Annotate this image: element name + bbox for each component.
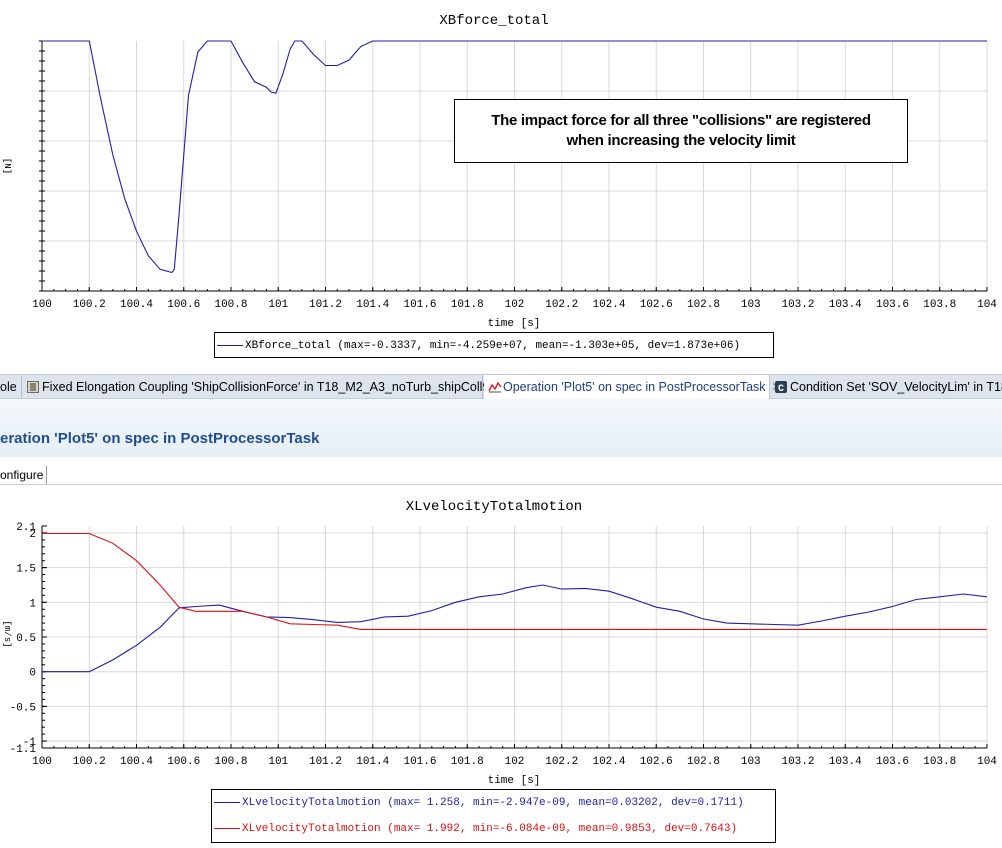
x-tick-label: 101.6 bbox=[403, 756, 436, 768]
chart-title: XLvelocityTotalmotion bbox=[406, 499, 582, 515]
y-tick-label: 0.5 bbox=[16, 633, 36, 645]
coupling-icon bbox=[27, 377, 39, 393]
series-line bbox=[42, 40, 987, 274]
tab-operation-plot5[interactable]: Operation 'Plot5' on spec in PostProcess… bbox=[484, 375, 782, 399]
x-tick-label: 101.8 bbox=[451, 299, 484, 311]
tab-label: Operation 'Plot5' on spec in PostProcess… bbox=[503, 380, 766, 394]
legend-entry: XLvelocityTotalmotion (max= 1.992, min=-… bbox=[212, 816, 775, 842]
editor-tab-strip: ole Fixed Elongation Coupling 'ShipColli… bbox=[0, 374, 1002, 399]
y-tick-label: 0 bbox=[29, 668, 36, 680]
x-tick-label: 101.8 bbox=[451, 756, 484, 768]
x-tick-label: 103.4 bbox=[829, 299, 862, 311]
x-tick-label: 101.6 bbox=[403, 299, 436, 311]
series-group bbox=[42, 40, 987, 274]
x-tick-label: 100 bbox=[32, 299, 52, 311]
legend-label: XLvelocityTotalmotion (max= 1.258, min=-… bbox=[242, 797, 744, 809]
axes: 100 100.2 100.4 100.6 100.8 101 101.2 101.4 101.… bbox=[10, 522, 998, 768]
x-tick-label: 103.6 bbox=[876, 299, 909, 311]
x-tick-label: 102.8 bbox=[687, 299, 720, 311]
x-tick-label: 100 bbox=[32, 756, 52, 768]
x-tick-label: 100.2 bbox=[73, 756, 106, 768]
x-tick-label: 100.6 bbox=[167, 756, 200, 768]
tab-fixed-elongation-coupling[interactable]: Fixed Elongation Coupling 'ShipCollision… bbox=[23, 375, 505, 399]
operation-header bbox=[0, 399, 1002, 457]
series-line bbox=[42, 532, 987, 630]
annotation-line-1: The impact force for all three "collisio… bbox=[491, 112, 871, 129]
x-tick-label: 101 bbox=[268, 756, 288, 768]
x-tick-label: 102 bbox=[505, 299, 525, 311]
x-tick-label: 103.2 bbox=[781, 756, 814, 768]
annotation-box: The impact force for all three "collisio… bbox=[454, 99, 908, 163]
tab-condition-set[interactable]: C Condition Set 'SOV_VelocityLim' in T18_… bbox=[771, 375, 1002, 399]
x-tick-label: 104 bbox=[977, 299, 997, 311]
x-tick-label: 103 bbox=[741, 299, 761, 311]
y-tick-label: -1.1 bbox=[10, 744, 37, 756]
legend-label: XBforce_total (max=-0.3337, min=-4.259e+… bbox=[245, 340, 741, 352]
tab-configure[interactable]: onfigure bbox=[0, 466, 48, 484]
y-tick-label: 2 bbox=[29, 529, 36, 541]
x-tick-label: 100.4 bbox=[120, 756, 153, 768]
x-tick-label: 101.2 bbox=[309, 756, 342, 768]
x-tick-label: 102.2 bbox=[545, 299, 578, 311]
x-tick-label: 103.8 bbox=[923, 756, 956, 768]
x-axis-label: time [s] bbox=[488, 775, 541, 787]
legend: XBforce_total (max=-0.3337, min=-4.259e+… bbox=[214, 332, 774, 358]
grid bbox=[41, 526, 988, 748]
x-tick-label: 102.4 bbox=[592, 299, 625, 311]
x-tick-label: 101 bbox=[268, 299, 288, 311]
legend-swatch bbox=[214, 827, 240, 829]
x-tick-label: 104 bbox=[977, 756, 997, 768]
x-tick-label: 102.6 bbox=[640, 299, 673, 311]
condition-icon: C bbox=[775, 377, 787, 395]
x-tick-label: 100.4 bbox=[120, 299, 153, 311]
xlvelocity-chart: XLvelocityTotalmotion 100 100.2 100.4 100.6… bbox=[2, 499, 998, 787]
tab-label: ole bbox=[0, 380, 17, 394]
x-axis-label: time [s] bbox=[488, 318, 541, 330]
x-tick-label: 100.6 bbox=[167, 299, 200, 311]
series-line bbox=[42, 584, 988, 673]
y-axis-label: [N] bbox=[2, 158, 12, 174]
grid bbox=[41, 41, 988, 291]
legend-entry: XLvelocityTotalmotion (max= 1.258, min=-… bbox=[212, 790, 775, 816]
y-axis-label: [m/s] bbox=[2, 620, 12, 647]
tab-label: Condition Set 'SOV_VelocityLim' in T18_M bbox=[790, 380, 1002, 394]
x-tick-label: 100.8 bbox=[214, 299, 247, 311]
chart-title: XBforce_total bbox=[439, 13, 548, 29]
annotation-line-2: when increasing the velocity limit bbox=[566, 132, 796, 149]
y-tick-label: 2.1 bbox=[16, 522, 36, 534]
y-tick-label: -0.5 bbox=[10, 702, 36, 714]
x-tick-label: 101.4 bbox=[356, 756, 389, 768]
page-title: eration 'Plot5' on spec in PostProcessor… bbox=[0, 430, 320, 447]
y-tick-label: 1.5 bbox=[16, 564, 36, 576]
x-tick-label: 101.2 bbox=[309, 299, 342, 311]
x-tick-label: 103.2 bbox=[781, 299, 814, 311]
x-tick-label: 101.4 bbox=[356, 299, 389, 311]
legend-swatch bbox=[217, 344, 243, 346]
series-group bbox=[42, 532, 988, 673]
x-tick-label: 100.8 bbox=[214, 756, 247, 768]
x-tick-label: 103.8 bbox=[923, 299, 956, 311]
x-tick-label: 102.6 bbox=[640, 756, 673, 768]
legend-label: XLvelocityTotalmotion (max= 1.992, min=-… bbox=[242, 823, 738, 835]
divider bbox=[0, 484, 1002, 485]
tab-ole[interactable]: ole bbox=[0, 375, 22, 399]
legend: XLvelocityTotalmotion (max= 1.258, min=-… bbox=[211, 789, 776, 843]
x-tick-label: 102.8 bbox=[687, 756, 720, 768]
x-tick-label: 102.2 bbox=[545, 756, 578, 768]
svg-text:C: C bbox=[778, 384, 784, 393]
x-tick-label: 103.6 bbox=[876, 756, 909, 768]
xbforce-chart: XBforce_total 100 100.2 100.4 100.6 100.8 101… bbox=[2, 13, 997, 330]
tab-label: Fixed Elongation Coupling 'ShipCollision… bbox=[42, 380, 505, 394]
y-tick-label: 1 bbox=[29, 598, 36, 610]
x-tick-label: 102 bbox=[505, 756, 525, 768]
plot-icon bbox=[488, 377, 502, 393]
legend-entry: XBforce_total (max=-0.3337, min=-4.259e+… bbox=[215, 333, 773, 359]
x-tick-label: 102.4 bbox=[592, 756, 625, 768]
y-tick-label: -1 bbox=[23, 737, 37, 749]
x-tick-label: 103.4 bbox=[829, 756, 862, 768]
axes: 100 100.2 100.4 100.6 100.8 101 101.2 101.4 101.… bbox=[32, 40, 997, 311]
x-tick-label: 103 bbox=[741, 756, 761, 768]
legend-swatch bbox=[214, 801, 240, 803]
x-tick-label: 100.2 bbox=[73, 299, 106, 311]
